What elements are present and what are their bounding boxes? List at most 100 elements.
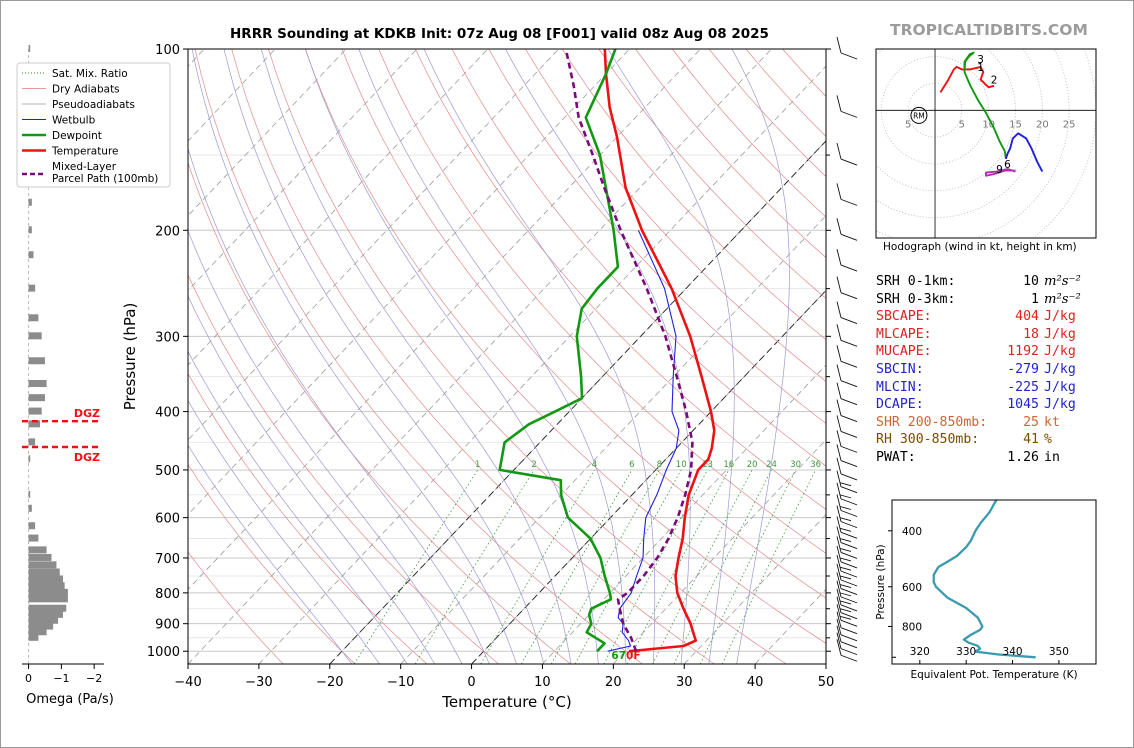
legend: Sat. Mix. Ratio Dry Adiabats Pseudoadiabat… — [16, 62, 171, 188]
omega-bar — [28, 420, 41, 428]
wind-barb-staff — [836, 399, 842, 416]
parameter-row: SBCIN: -279 J/kg — [876, 361, 1091, 379]
omega-bar — [28, 561, 57, 569]
omega-bar — [28, 45, 31, 52]
pseudoadiabat-line — [191, 49, 517, 664]
y-tick-label: 600 — [155, 512, 180, 527]
parameter-label: DCAPE: — [876, 397, 924, 413]
x-tick-label: 50 — [818, 675, 835, 690]
wind-barb-flag — [840, 510, 858, 517]
wind-barb-flag — [839, 548, 852, 552]
wind-barb-flag — [840, 531, 858, 539]
parameter-value: 1045 — [1007, 397, 1039, 413]
wind-barb-staff — [836, 625, 842, 642]
wind-barb-staff — [836, 457, 842, 475]
wind-barb — [836, 430, 858, 453]
omega-bar — [28, 595, 68, 603]
mixing-ratio-line — [521, 469, 633, 664]
omega-bar — [28, 610, 64, 618]
x-tick-label: −20 — [316, 675, 343, 690]
dry-adiabat-line — [188, 551, 284, 664]
dry-adiabat-line — [188, 274, 499, 664]
hodograph-tick-label: 10 — [982, 119, 995, 130]
hodograph-tick-label: 15 — [1009, 119, 1022, 130]
x-tick-label: −40 — [174, 675, 201, 690]
wind-barb-flag — [839, 575, 852, 580]
hodograph-segment — [963, 51, 1007, 159]
dgz-label: DGZ — [74, 407, 100, 420]
wind-barb-flag — [840, 612, 858, 620]
parameter-label: SHR 200-850mb: — [876, 414, 988, 430]
wind-barb-flag — [840, 579, 858, 587]
wind-barb — [836, 399, 858, 423]
wind-barb-staff — [836, 382, 842, 399]
parameter-label: SBCIN: — [876, 361, 924, 377]
parameter-row: SRH 0-3km: 1 m²s⁻² — [876, 291, 1091, 309]
wind-barb-staff — [836, 470, 842, 487]
wind-barb — [836, 248, 858, 272]
parameter-unit: kt — [1044, 414, 1060, 430]
hodograph-height-label: 9 — [996, 164, 1003, 176]
wind-barb — [836, 604, 858, 627]
wind-barb-staff — [836, 324, 842, 341]
parameter-value: 1.26 — [1007, 449, 1039, 465]
omega-bar — [28, 455, 31, 463]
wind-barb — [836, 625, 858, 649]
legend-label: Parcel Path (100mb) — [52, 173, 158, 185]
theta-e-y-tick-label: 600 — [902, 582, 922, 594]
theta-e-x-tick-label: 350 — [1049, 646, 1069, 658]
isotherm-line — [188, 49, 772, 664]
omega-tick-label: 0 — [25, 672, 32, 685]
omega-bar — [28, 628, 47, 636]
wind-barb — [836, 572, 858, 595]
y-tick-label: 1000 — [147, 645, 180, 660]
mixing-ratio-line — [652, 469, 753, 664]
wind-barb-staff — [836, 536, 842, 553]
wind-barb-staff — [836, 276, 842, 293]
parameter-value: 25 — [1023, 414, 1039, 430]
omega-bar — [28, 407, 42, 415]
wind-barb-flag — [840, 521, 858, 529]
parameter-row: SBCAPE: 404 J/kg — [876, 308, 1091, 326]
mixing-ratio-line — [550, 469, 660, 664]
theta-e-plot-area — [932, 500, 1036, 659]
omega-panel: 0 −1 −2 Omega (Pa/s) DGZ DGZ — [22, 45, 114, 707]
wind-barb-staff — [836, 345, 842, 362]
dry-adiabat-line — [451, 49, 826, 467]
wind-barb — [836, 611, 858, 635]
parameter-row: MLCIN: -225 J/kg — [876, 379, 1091, 397]
y-tick-label: 100 — [155, 43, 180, 58]
wind-barb-staff — [836, 611, 842, 628]
omega-bar — [28, 604, 67, 612]
pseudoadiabat-line — [305, 49, 599, 664]
y-tick-label: 700 — [155, 552, 180, 567]
wind-barb-staff — [836, 555, 842, 572]
wind-barb — [836, 580, 858, 604]
parameter-unit: J/kg — [1044, 361, 1076, 377]
hodograph-tick-label: 20 — [1036, 119, 1049, 130]
omega-bar — [28, 553, 52, 561]
omega-bar — [28, 504, 32, 512]
parameter-value: 404 — [1015, 309, 1039, 325]
y-tick-label: 400 — [155, 406, 180, 421]
wind-barb-staff — [836, 415, 842, 432]
hodograph-height-label: 6 — [1004, 159, 1011, 171]
dry-adiabat-line — [561, 49, 826, 341]
wind-barb-flag — [840, 542, 858, 549]
wind-barb — [836, 457, 858, 481]
wind-barb-flag — [839, 600, 852, 605]
omega-bar — [28, 534, 39, 542]
pseudoadiabat-line — [223, 49, 545, 664]
wind-barb-flag — [840, 634, 858, 642]
wind-barb-flag — [839, 538, 852, 543]
parameter-value: 10 — [1023, 274, 1039, 289]
wind-barb — [836, 639, 858, 662]
parameter-label: PWAT: — [876, 449, 916, 465]
wind-barb — [836, 494, 858, 517]
legend-label: Wetbulb — [52, 115, 96, 127]
wind-barb-flag — [840, 498, 858, 506]
mixing-ratio-label: 16 — [723, 460, 734, 470]
wind-barb — [836, 382, 858, 406]
parameter-row: MUCAPE: 1192 J/kg — [876, 343, 1091, 361]
